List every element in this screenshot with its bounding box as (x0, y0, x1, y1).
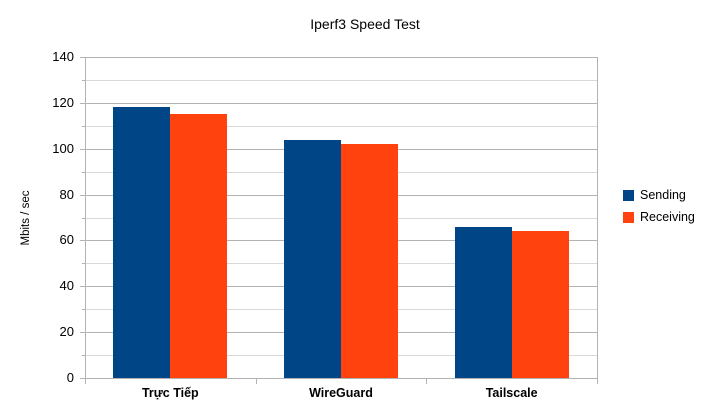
gridline-major (85, 102, 597, 104)
y-tick-minor (82, 171, 85, 173)
y-tick-major (80, 57, 85, 58)
x-axis-line (85, 378, 598, 379)
plot-right-border (597, 57, 598, 379)
y-tick-major (80, 194, 85, 196)
legend: Sending Receiving (623, 188, 695, 224)
y-tick-major (80, 286, 85, 288)
y-tick-label: 60 (59, 232, 74, 248)
y-tick-minor (82, 309, 85, 311)
x-axis-tick (597, 379, 598, 384)
y-tick-label: 120 (52, 94, 74, 110)
bar-sending-2 (454, 226, 512, 378)
y-tick-major (80, 332, 85, 334)
category-label: Tailscale (485, 386, 538, 400)
y-tick-label: 140 (52, 49, 74, 64)
y-tick-major (80, 240, 85, 242)
y-tick-label: 0 (66, 370, 74, 385)
y-tick-major (80, 378, 85, 379)
y-tick-minor (82, 125, 85, 127)
bar-receiving-0 (170, 114, 228, 378)
x-axis-tick (255, 379, 257, 384)
category-label: WireGuard (309, 386, 373, 400)
x-axis-tick (85, 379, 86, 384)
y-tick-minor (82, 263, 85, 265)
y-axis-line (85, 57, 86, 379)
bar-sending-0 (113, 107, 171, 378)
bar-receiving-2 (511, 231, 569, 378)
gridline-minor (85, 79, 597, 81)
legend-swatch-receiving (623, 211, 634, 223)
y-tick-minor (82, 355, 85, 357)
bar-receiving-1 (341, 144, 398, 378)
legend-swatch-sending (623, 189, 634, 201)
legend-label: Receiving (640, 210, 695, 224)
plot-area (85, 57, 597, 378)
y-tick-label: 20 (59, 324, 74, 340)
legend-item-receiving: Receiving (623, 210, 695, 224)
gridline-major (85, 57, 597, 58)
legend-label: Sending (640, 188, 686, 202)
gridline-minor (85, 125, 597, 127)
category-label: Trực Tiếp (141, 386, 199, 400)
y-tick-label: 40 (59, 278, 74, 294)
y-tick-major (80, 148, 85, 150)
y-tick-minor (82, 79, 85, 81)
x-axis-tick (426, 379, 428, 384)
y-tick-major (80, 102, 85, 104)
bar-sending-1 (284, 139, 341, 378)
y-tick-label: 100 (52, 140, 74, 156)
y-tick-label: 80 (59, 186, 74, 202)
legend-item-sending: Sending (623, 188, 695, 202)
y-tick-minor (82, 217, 85, 219)
chart-title: Iperf3 Speed Test (310, 16, 420, 32)
